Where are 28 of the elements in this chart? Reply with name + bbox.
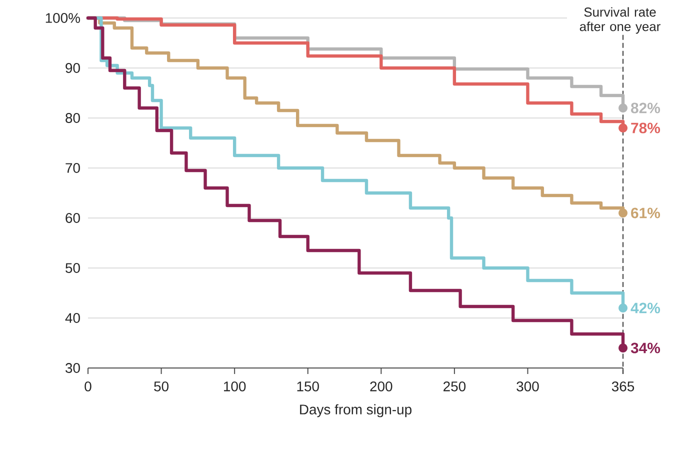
x-tick-label: 300 (516, 381, 539, 392)
data-label: 82% (630, 102, 660, 114)
y-tick-label: 50 (66, 263, 80, 273)
x-tick-label: 0 (84, 381, 92, 392)
ref-line-label: Survival rate after one year (580, 7, 660, 34)
point (618, 104, 628, 112)
y-tick-label: 70 (66, 163, 80, 173)
data-label: 42% (630, 302, 660, 314)
point (618, 124, 628, 132)
y-tick-label: 40 (65, 313, 80, 323)
point (618, 344, 628, 352)
x-tick-label: 150 (297, 381, 319, 392)
y-tick-label: 60 (66, 213, 80, 223)
y-tick-label: 80 (66, 113, 80, 123)
data-label: 78% (631, 122, 660, 134)
y-tick-label: 30 (66, 363, 80, 373)
data-label: 34% (630, 342, 660, 354)
point (618, 208, 628, 218)
x-tick-label: 250 (444, 381, 466, 392)
data-label: 61% (631, 208, 660, 218)
x-axis-title: Days from sign-up (300, 404, 412, 418)
x-tick-label: 200 (370, 381, 392, 392)
x-tick-label: 100 (224, 381, 246, 392)
y-tick-label: 90 (66, 63, 80, 73)
x-tick-label: 365 (612, 381, 634, 392)
x-tick-label: 50 (154, 381, 169, 392)
y-tick-label: 100% (46, 13, 80, 23)
point (618, 304, 628, 312)
